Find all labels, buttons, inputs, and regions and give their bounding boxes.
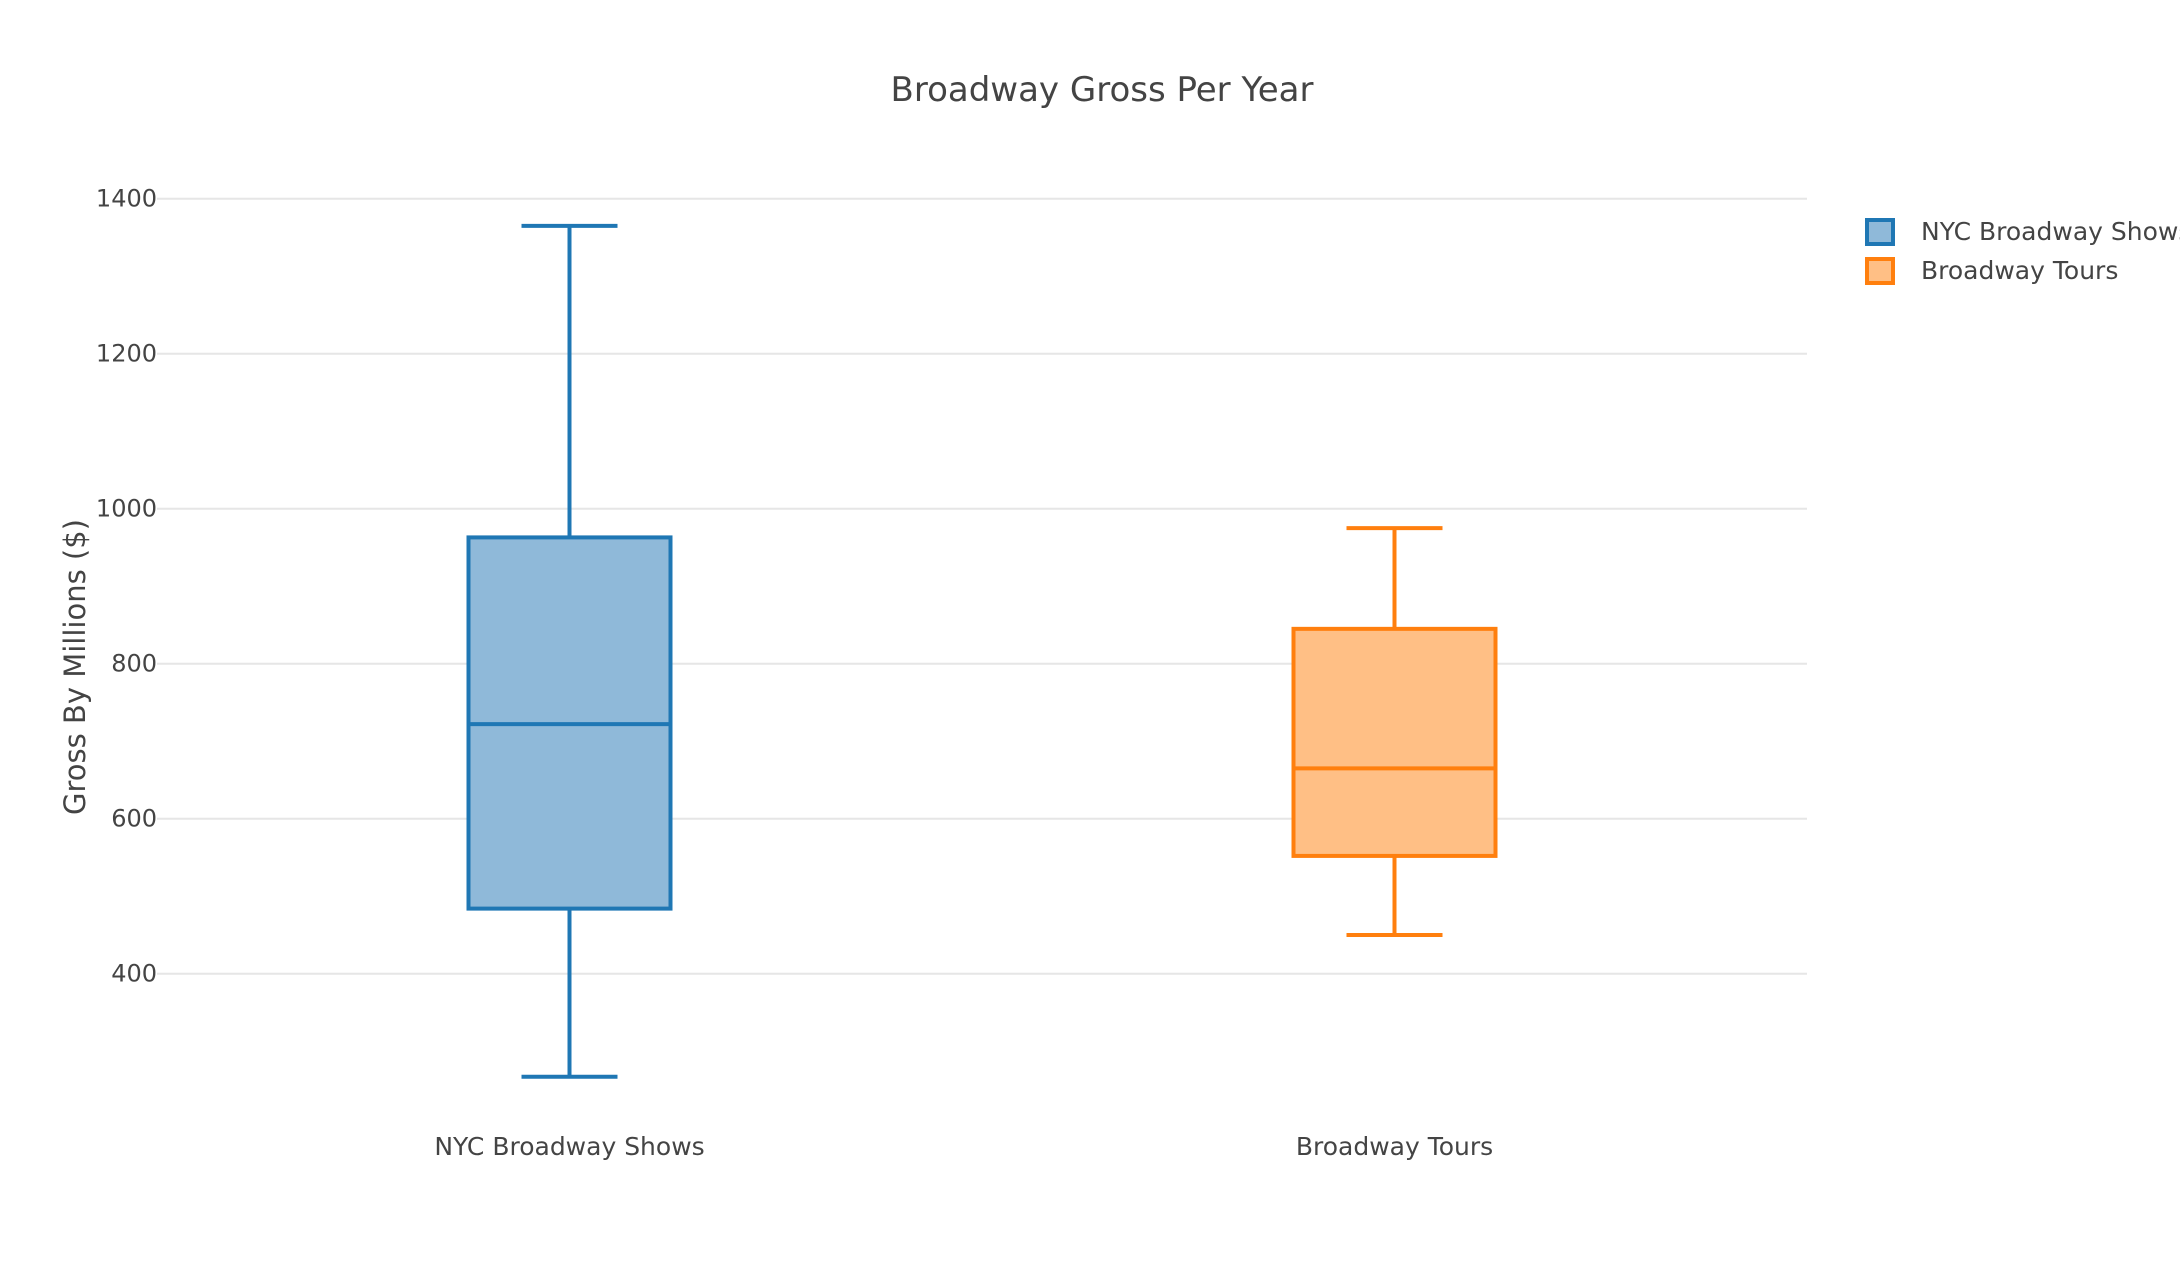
box-series[interactable]: [466, 223, 673, 1079]
y-tick-label: 800: [111, 650, 157, 678]
box-series[interactable]: [1291, 526, 1498, 937]
x-axis-labels: NYC Broadway Shows Broadway Tours: [434, 1132, 1493, 1161]
legend-swatch: [1865, 218, 1895, 246]
gridlines: [157, 197, 1807, 975]
legend-item[interactable]: Broadway Tours: [1865, 256, 2118, 285]
legend-item[interactable]: NYC Broadway Shows: [1865, 217, 2180, 246]
y-tick-label: 1200: [96, 340, 157, 368]
boxes: [466, 223, 1498, 1079]
legend-label: NYC Broadway Shows: [1921, 217, 2180, 246]
legend: NYC Broadway Shows Broadway Tours: [1865, 217, 2180, 285]
y-tick-label: 1400: [96, 185, 157, 213]
y-tick-label: 600: [111, 805, 157, 833]
y-tick-label: 1000: [96, 495, 157, 523]
x-category-label: NYC Broadway Shows: [434, 1132, 704, 1161]
y-axis-ticks: 400 600 800 1000 1200 1400: [96, 185, 157, 988]
x-category-label: Broadway Tours: [1296, 1132, 1493, 1161]
legend-swatch: [1865, 257, 1895, 285]
y-tick-label: 400: [111, 960, 157, 988]
chart-title: Broadway Gross Per Year: [891, 70, 1314, 110]
interquartile-box[interactable]: [1291, 626, 1498, 858]
legend-label: Broadway Tours: [1921, 256, 2118, 285]
y-axis-title: Gross By Millions ($): [58, 519, 92, 815]
